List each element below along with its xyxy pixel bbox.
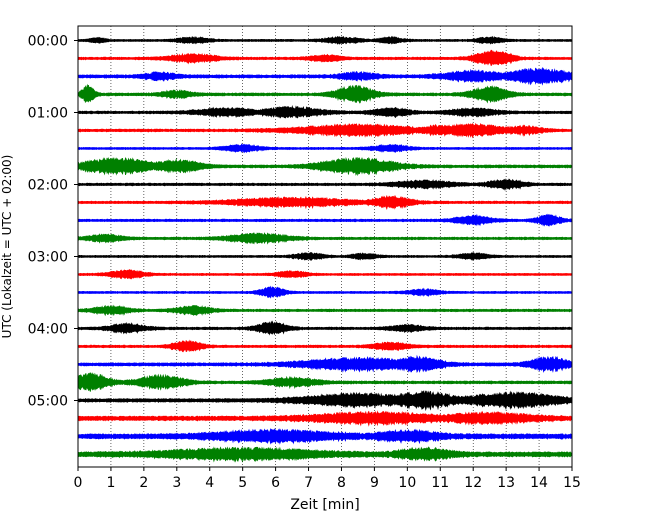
trace-0430	[77, 354, 573, 373]
x-tick-label: 1	[106, 475, 115, 491]
plot-frame	[77, 25, 573, 468]
y-tick-label: 05:00	[28, 394, 68, 410]
trace-0115	[77, 122, 573, 139]
trace-0415	[77, 339, 573, 353]
x-tick-label: 3	[172, 475, 181, 491]
trace-0515	[77, 410, 573, 427]
x-axis-label: Zeit [min]	[290, 497, 359, 513]
y-tick-label: 02:00	[28, 178, 68, 194]
trace-0315	[77, 269, 573, 280]
trace-0345	[77, 304, 573, 317]
x-tick-label: 13	[497, 475, 515, 491]
trace-0000	[77, 35, 573, 45]
trace-0330	[77, 285, 573, 299]
y-tick-label: 01:00	[28, 106, 68, 122]
trace-0015	[77, 49, 573, 67]
x-tick-label: 9	[370, 475, 379, 491]
trace-0530	[77, 428, 573, 445]
x-tick-label: 0	[74, 475, 83, 491]
x-tick-label: 10	[398, 475, 416, 491]
trace-0100	[77, 105, 573, 119]
trace-0200	[77, 178, 573, 191]
trace-0145	[77, 156, 573, 177]
trace-0045	[77, 83, 573, 104]
y-tick-label: 03:00	[28, 250, 68, 266]
x-tick-label: 11	[431, 475, 449, 491]
x-tick-label: 5	[238, 475, 247, 491]
trace-0030	[77, 66, 573, 86]
y-tick-label: 00:00	[28, 34, 68, 50]
trace-layer	[77, 35, 573, 463]
tick-layer: 0 1 2 3 4 5 6 7 8 9 10 11 12 13 14 1500:0001:0002:0003:…	[28, 34, 581, 492]
x-tick-label: 14	[530, 475, 548, 491]
x-tick-label: 4	[205, 475, 214, 491]
trace-0245	[77, 232, 573, 245]
trace-0500	[77, 390, 573, 412]
y-axis-label: UTC (Lokalzeit = UTC + 02:00)	[0, 155, 14, 339]
trace-0300	[77, 252, 573, 261]
y-tick-label: 04:00	[28, 322, 68, 338]
trace-0545	[77, 446, 573, 463]
x-tick-label: 6	[271, 475, 280, 491]
trace-0400	[77, 320, 573, 336]
x-tick-label: 2	[139, 475, 148, 491]
trace-0130	[77, 143, 573, 154]
trace-0230	[77, 213, 573, 227]
x-tick-label: 12	[464, 475, 482, 491]
trace-0445	[77, 372, 573, 392]
x-tick-label: 8	[337, 475, 346, 491]
x-tick-label: 7	[304, 475, 313, 491]
trace-0215	[77, 194, 573, 210]
x-tick-label: 15	[563, 475, 581, 491]
